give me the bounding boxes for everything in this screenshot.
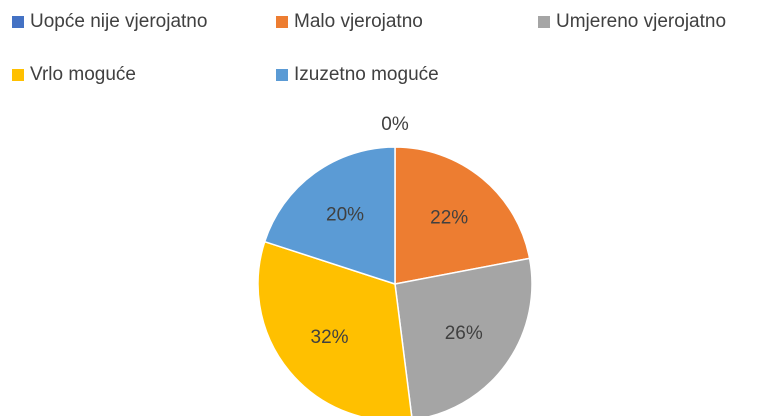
pie-slice <box>263 146 396 286</box>
data-label: 20% <box>326 204 364 225</box>
legend-label: Izuzetno moguće <box>294 64 439 85</box>
legend-swatch <box>12 69 24 81</box>
legend-label: Uopće nije vjerojatno <box>30 11 207 32</box>
legend-swatch <box>12 16 24 28</box>
pie-slice <box>394 257 533 416</box>
data-label: 0% <box>381 114 409 135</box>
legend-swatch <box>538 16 550 28</box>
data-label: 26% <box>445 323 483 344</box>
legend-swatch <box>276 16 288 28</box>
legend-swatch <box>276 69 288 81</box>
data-label: 22% <box>430 208 468 229</box>
legend-label: Vrlo moguće <box>30 64 136 85</box>
legend-label: Umjereno vjerojatno <box>556 11 726 32</box>
pie-slice <box>394 146 531 285</box>
legend-label: Malo vjerojatno <box>294 11 423 32</box>
pie-slice <box>257 240 413 416</box>
data-label: 32% <box>311 327 349 348</box>
